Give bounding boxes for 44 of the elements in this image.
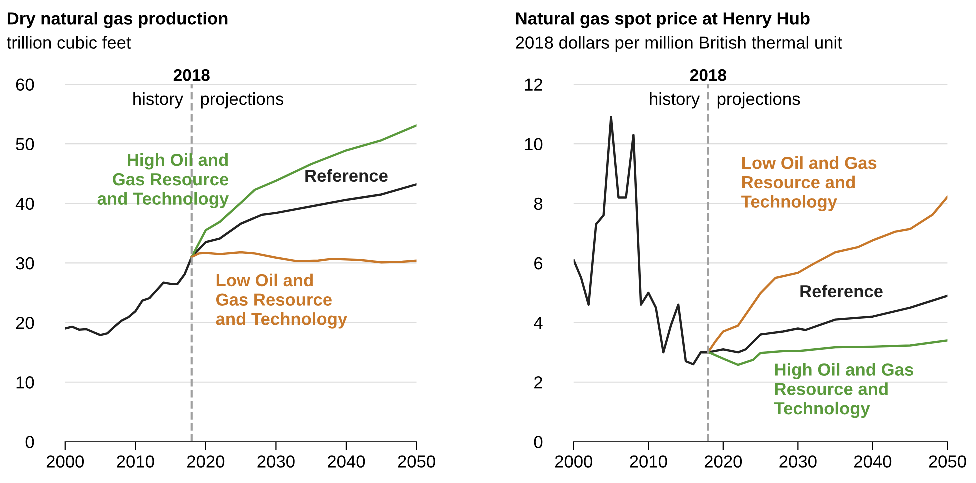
y-tick-label: 60 (16, 78, 34, 91)
x-tick-label: 2040 (854, 456, 892, 468)
x-tick-label: 2010 (117, 456, 154, 468)
y-tick-label: 4 (534, 317, 543, 330)
annotation: projections (718, 92, 800, 109)
y-tick-label: 12 (525, 78, 542, 91)
chart-subtitle: 2018 dollars per million British thermal unit (516, 36, 842, 52)
annotation: history (134, 92, 184, 109)
annotation: history (650, 92, 700, 109)
x-tick-label: 2020 (704, 456, 742, 468)
series-label: Low Oil and Gas Resource and Technology (742, 156, 877, 212)
chart-title: Natural gas spot price at Henry Hub (516, 12, 810, 28)
y-tick-label: 2 (534, 376, 542, 389)
y-tick-label: 20 (16, 316, 34, 330)
x-tick-label: 2000 (555, 456, 593, 468)
y-tick-label: 6 (534, 257, 543, 270)
x-tick-label: 2040 (328, 456, 366, 468)
y-tick-label: 10 (525, 138, 543, 151)
x-tick-label: 2030 (258, 456, 295, 468)
y-tick-label: 0 (26, 436, 34, 448)
y-tick-label: 30 (16, 257, 34, 270)
line-series (707, 196, 948, 354)
y-tick-label: 40 (16, 198, 34, 210)
ref-line-label: 2018 (690, 69, 726, 82)
line-series (190, 251, 417, 264)
series-label: High Oil and Gas Resource and Technology (774, 363, 914, 418)
ref-line-label: 2018 (174, 69, 210, 82)
y-tick-label: 50 (16, 138, 34, 151)
series-label: Low Oil and Gas Resource and Technology (216, 274, 348, 329)
y-tick-label: 8 (534, 198, 543, 210)
annotation: projections (201, 92, 284, 109)
series-label: High Oil and Gas Resource and Technology (98, 154, 230, 209)
x-tick-label: 2050 (398, 456, 436, 468)
x-tick-label: 2020 (188, 456, 225, 468)
series-label: Reference (800, 284, 883, 298)
y-tick-label: 0 (534, 436, 543, 448)
x-tick-label: 2010 (630, 456, 668, 468)
chart-subtitle: trillion cubic feet (7, 36, 132, 49)
chart-title: Dry natural gas production (8, 12, 228, 28)
x-tick-label: 2030 (780, 456, 817, 468)
x-tick-label: 2000 (46, 456, 84, 468)
y-tick-label: 10 (16, 376, 34, 389)
x-tick-label: 2050 (929, 456, 966, 468)
series-label: Reference (306, 169, 388, 182)
